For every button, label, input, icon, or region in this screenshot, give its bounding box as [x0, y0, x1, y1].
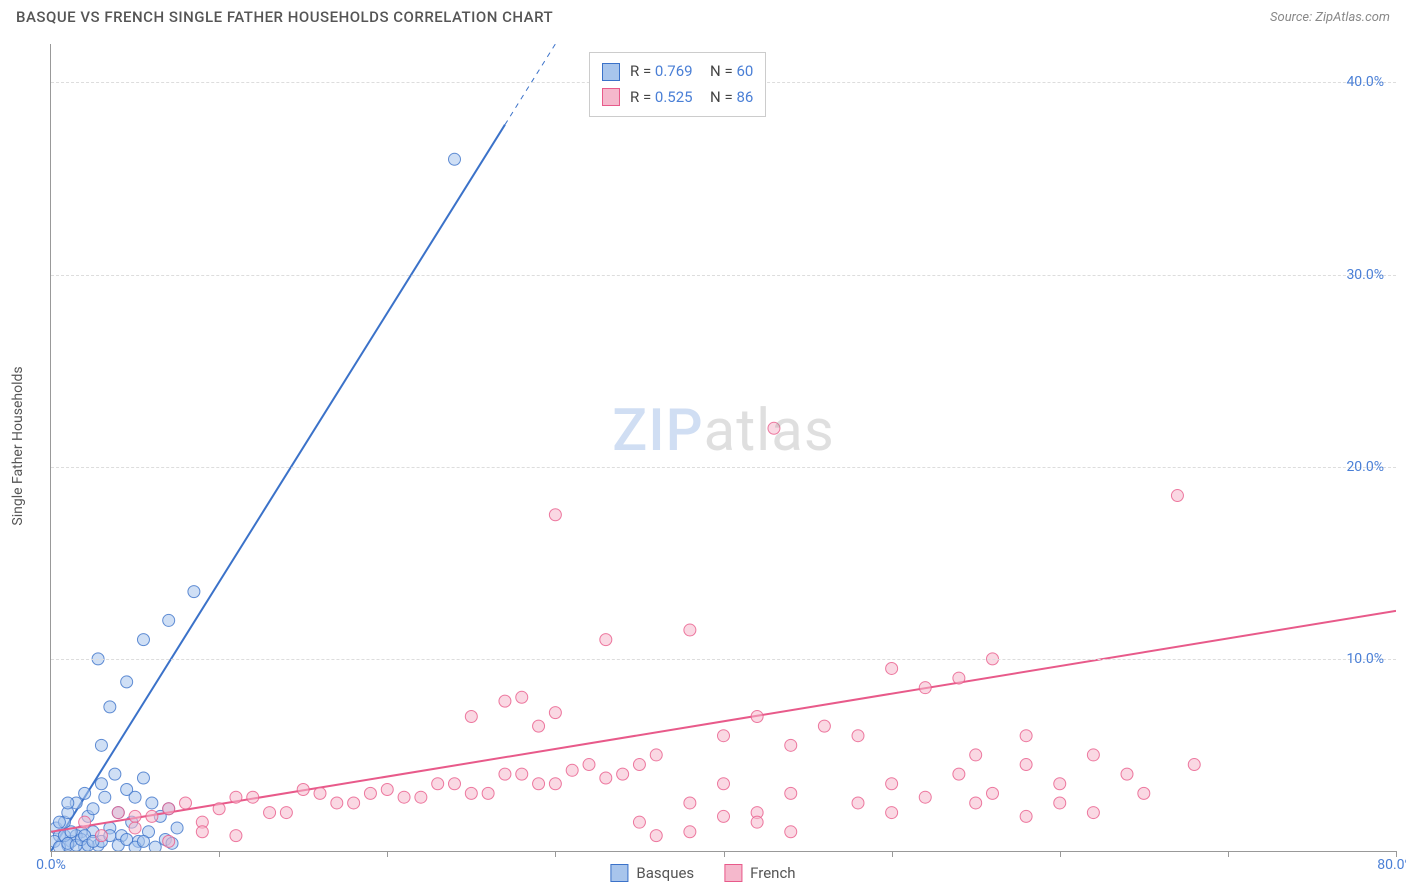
gridline [51, 659, 1396, 660]
y-tick-label: 20.0% [1346, 459, 1384, 475]
legend-row: R = 0.769 N = 60 [602, 59, 753, 85]
x-tick-label: 80.0% [1377, 857, 1406, 873]
x-tick-label: 0.0% [36, 857, 66, 873]
legend-r-label: R = 0.769 [630, 59, 693, 85]
chart-plot-area: ZIPatlas R = 0.769 N = 60R = 0.525 N = 8… [50, 44, 1396, 852]
legend-n-label: N = 60 [703, 59, 754, 85]
legend-item: Basques [610, 864, 694, 882]
legend-series-name: French [750, 864, 795, 882]
legend-row: R = 0.525 N = 86 [602, 85, 753, 111]
x-tick [387, 851, 388, 857]
legend-r-label: R = 0.525 [630, 85, 693, 111]
x-tick [892, 851, 893, 857]
x-tick [1228, 851, 1229, 857]
legend-series-name: Basques [636, 864, 694, 882]
chart-source: Source: ZipAtlas.com [1270, 10, 1390, 25]
x-tick [1060, 851, 1061, 857]
chart-header: BASQUE VS FRENCH SINGLE FATHER HOUSEHOLD… [0, 0, 1406, 30]
legend-swatch [724, 864, 742, 882]
gridline [51, 275, 1396, 276]
x-tick [219, 851, 220, 857]
y-tick-label: 10.0% [1346, 651, 1384, 667]
x-tick [724, 851, 725, 857]
legend-item: French [724, 864, 795, 882]
legend-swatch [610, 864, 628, 882]
gridline [51, 467, 1396, 468]
x-tick [555, 851, 556, 857]
legend-n-label: N = 86 [703, 85, 754, 111]
legend-swatch [602, 63, 620, 81]
y-axis-label: Single Father Households [10, 366, 26, 525]
scatter-plot-svg [51, 44, 1396, 851]
y-tick-label: 30.0% [1346, 267, 1384, 283]
chart-title: BASQUE VS FRENCH SINGLE FATHER HOUSEHOLD… [16, 8, 553, 26]
correlation-legend: R = 0.769 N = 60R = 0.525 N = 86 [589, 52, 766, 117]
series-legend: Basques French [610, 864, 795, 882]
y-tick-label: 40.0% [1346, 74, 1384, 90]
legend-swatch [602, 88, 620, 106]
